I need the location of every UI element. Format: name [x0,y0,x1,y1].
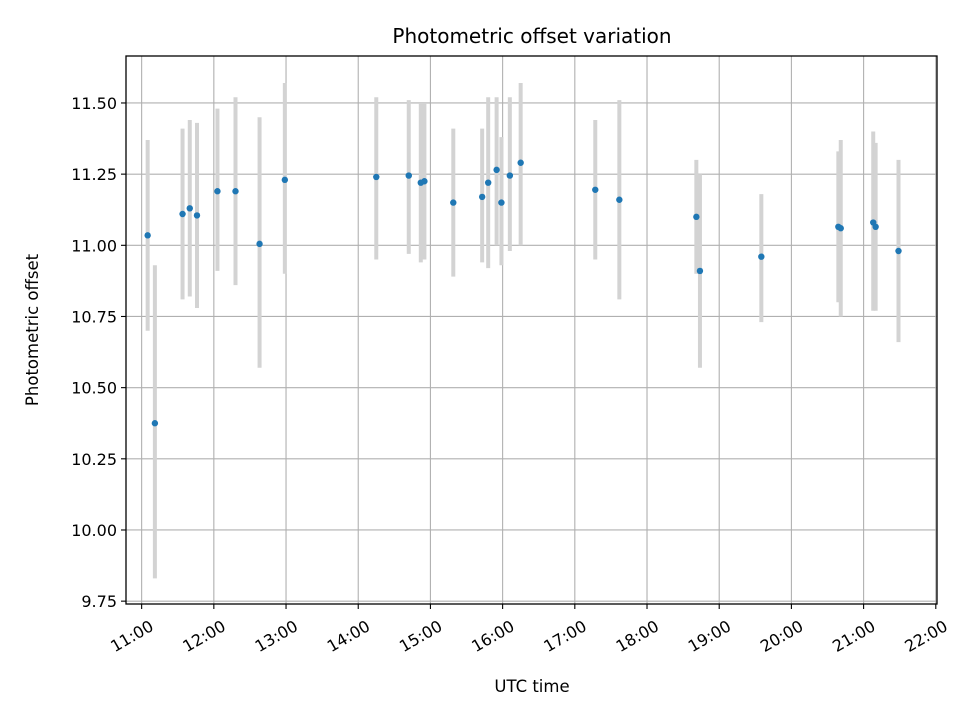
data-point [232,188,239,195]
x-axis-title: UTC time [494,677,569,696]
data-point [373,173,380,181]
data-point [837,225,844,232]
data-points [144,159,902,427]
y-tick-label: 10.75 [71,307,117,326]
data-point [151,420,159,427]
data-point [895,247,902,255]
data-point [405,172,412,179]
data-point [421,178,428,185]
data-point [493,166,500,174]
data-point [616,196,623,203]
data-point [498,199,505,206]
data-point [592,186,599,193]
y-tick-label: 10.25 [71,450,117,469]
y-tick-label: 11.00 [71,236,117,255]
y-tick-label: 11.25 [71,165,117,184]
data-point [186,205,193,212]
chart-title: Photometric offset variation [392,24,671,48]
data-point [506,172,514,179]
data-point [696,267,704,275]
y-tick-label: 10.50 [71,379,117,398]
data-point [478,193,486,201]
data-point [214,188,221,195]
data-point [144,232,151,239]
y-tick-label: 11.50 [71,94,117,113]
y-axis: 9.75 10.00 10.25 10.50 10.75 11.00 11.25 11.50 [71,94,126,611]
y-tick-label: 9.75 [81,592,117,611]
data-point [179,210,186,218]
data-point [693,213,700,221]
data-point [193,212,201,219]
data-point [758,253,765,260]
y-tick-label: 10.00 [71,521,117,540]
data-point [872,223,879,231]
data-point [256,240,263,248]
data-point [281,176,289,184]
data-point [484,179,492,186]
y-axis-title: Photometric offset [23,253,42,406]
plot-frame [125,55,938,605]
data-point [517,159,524,166]
data-point [450,199,457,206]
